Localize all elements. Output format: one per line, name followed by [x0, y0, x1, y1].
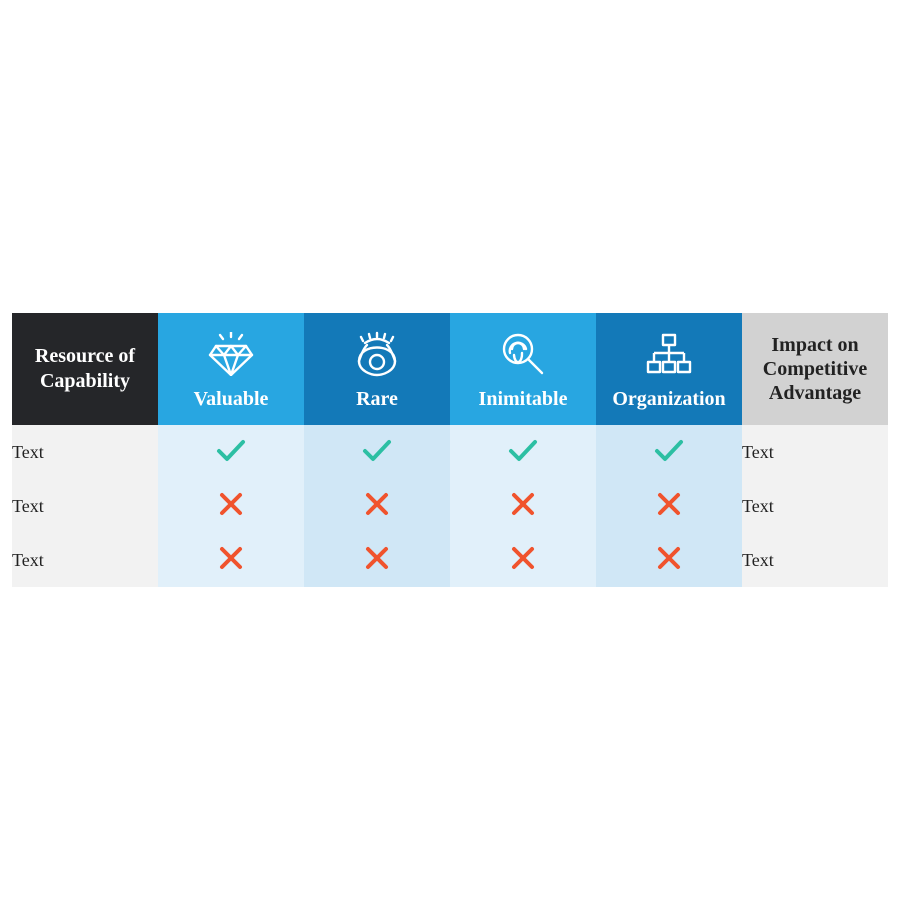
header-rare: Rare [304, 313, 450, 425]
cross-icon [511, 546, 535, 570]
cross-icon [219, 492, 243, 516]
row-resource: Text [12, 479, 158, 533]
header-impact-line1: Impact on [771, 334, 858, 356]
header-row: Resource of Capability Val [12, 313, 888, 425]
row-cell [158, 533, 304, 587]
row-impact: Text [742, 533, 888, 587]
table-row: Text Text [12, 479, 888, 533]
row-cell [450, 479, 596, 533]
row-impact: Text [742, 479, 888, 533]
header-resource-line2: Capability [40, 370, 130, 392]
row-cell [450, 425, 596, 479]
pearl-icon [304, 328, 450, 380]
row-cell [450, 533, 596, 587]
row-resource: Text [12, 425, 158, 479]
header-rare-label: Rare [304, 388, 450, 411]
header-impact-line3: Advantage [769, 382, 861, 404]
vrio-table: Resource of Capability Val [12, 313, 888, 587]
row-cell [304, 533, 450, 587]
cross-icon [365, 492, 389, 516]
cross-icon [657, 492, 681, 516]
header-resource-line1: Resource of [35, 345, 135, 367]
cross-icon [511, 492, 535, 516]
header-inimitable: Inimitable [450, 313, 596, 425]
diamond-icon [158, 328, 304, 380]
check-icon [654, 438, 684, 462]
cross-icon [365, 546, 389, 570]
header-organization: Organization [596, 313, 742, 425]
header-valuable-label: Valuable [158, 388, 304, 411]
header-inimitable-label: Inimitable [450, 388, 596, 411]
table-body: TextTextTextTextTextText [12, 425, 888, 587]
cross-icon [219, 546, 243, 570]
fingerprint-icon [450, 328, 596, 380]
row-cell [304, 479, 450, 533]
check-icon [216, 438, 246, 462]
check-icon [508, 438, 538, 462]
row-cell [596, 533, 742, 587]
header-impact-line2: Competitive [763, 358, 867, 380]
table-row: Text Text [12, 425, 888, 479]
row-impact: Text [742, 425, 888, 479]
header-resource: Resource of Capability [12, 313, 158, 425]
cross-icon [657, 546, 681, 570]
table-row: Text Text [12, 533, 888, 587]
row-resource: Text [12, 533, 158, 587]
row-cell [596, 425, 742, 479]
header-valuable: Valuable [158, 313, 304, 425]
row-cell [304, 425, 450, 479]
orgchart-icon [596, 328, 742, 380]
row-cell [158, 479, 304, 533]
row-cell [158, 425, 304, 479]
header-organization-label: Organization [596, 388, 742, 411]
row-cell [596, 479, 742, 533]
header-impact: Impact on Competitive Advantage [742, 313, 888, 425]
check-icon [362, 438, 392, 462]
